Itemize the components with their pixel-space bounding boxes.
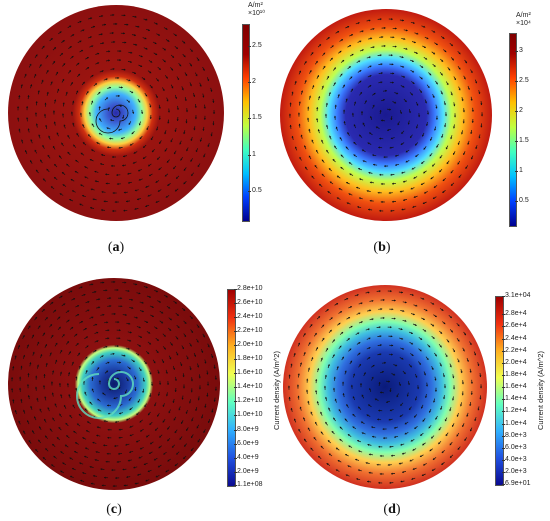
caption-c: (c) (106, 502, 122, 517)
colorbar-tick-mark (234, 401, 237, 403)
colorbar-tick-mark (502, 338, 505, 340)
colorbar-tick-label: 6.0e+3 (505, 443, 527, 451)
colorbar-tick-label: 6.0e+9 (237, 439, 259, 447)
colorbar-tick-mark (248, 118, 251, 120)
colorbar-tick-mark (515, 201, 518, 202)
colorbar-tick-mark (234, 331, 237, 333)
colorbar-tick-label: 2.5 (252, 41, 262, 49)
colorbar-tick-mark (502, 350, 505, 352)
colorbar-tick-mark (515, 141, 518, 142)
colorbar-tick-mark (248, 154, 251, 156)
colorbar-tick-label: 1.2e+4 (505, 407, 527, 415)
colorbar-tick-mark (234, 485, 237, 486)
colorbar-tick-mark (234, 373, 237, 375)
colorbar-tick-mark (515, 111, 518, 112)
colorbar-tick-label: 2.0e+4 (505, 358, 527, 366)
caption-a: (a) (107, 240, 125, 255)
current-density-disk-c (8, 278, 220, 490)
colorbar-unit-b: A/m² ×10⁴ (516, 12, 531, 27)
colorbar-gradient-b (509, 33, 517, 227)
colorbar-tick-mark (502, 314, 505, 316)
colorbar-gradient-d (495, 296, 504, 486)
colorbar-tick-mark (502, 387, 505, 389)
current-density-disk-b (280, 9, 492, 221)
colorbar-gradient-a (242, 24, 250, 222)
colorbar-tick-label: 1 (252, 150, 256, 158)
colorbar-tick-label: 2 (519, 107, 523, 114)
colorbar-tick-mark (234, 387, 237, 389)
colorbar-tick-mark (515, 81, 518, 82)
colorbar-tick-label: 2.8e+10 (237, 285, 263, 292)
colorbar-tick-mark (502, 447, 505, 449)
colorbar-tick-mark (502, 362, 505, 364)
colorbar-tick-label: 1.0e+10 (237, 411, 263, 419)
colorbar-tick-label: 2.2e+4 (505, 346, 527, 354)
colorbar-tick-label: 1.6e+4 (505, 383, 527, 391)
colorbar-tick-label: 4.0e+3 (505, 456, 527, 464)
colorbar-tick-mark (502, 435, 505, 437)
colorbar-tick-label: 1.0e+4 (505, 419, 527, 427)
colorbar-tick-label: 2.0e+9 (237, 467, 259, 475)
colorbar-tick-mark (234, 471, 237, 473)
colorbar-tick-label: 2.8e+4 (505, 310, 527, 318)
colorbar-tick-mark (515, 171, 518, 172)
colorbar-tick-label: 2.6e+10 (237, 299, 263, 307)
colorbar-tick-label: 1.5 (519, 137, 529, 144)
colorbar-tick-label: 2.0e+3 (505, 468, 527, 476)
colorbar-tick-label: 1.8e+4 (505, 371, 527, 378)
colorbar-tick-mark (248, 45, 251, 47)
colorbar-tick-mark (515, 51, 518, 52)
colorbar-tick-label: 8.0e+3 (505, 431, 527, 439)
colorbar-tick-mark (502, 411, 505, 413)
colorbar-tick-label: 2.2e+10 (237, 327, 263, 335)
colorbar-tick-mark (502, 423, 505, 425)
colorbar-tick-mark (234, 457, 237, 459)
colorbar-tick-mark (502, 472, 505, 474)
colorbar-tick-label: 2.5 (519, 77, 529, 84)
colorbar-tick-mark (502, 399, 505, 401)
colorbar-tick-label: 1.6e+10 (237, 369, 263, 377)
colorbar-tick-label: 1.8e+10 (237, 355, 263, 363)
current-density-disk-a (8, 5, 224, 221)
colorbar-tick-label: 6.9e+01 (505, 480, 531, 487)
colorbar-tick-label: 4.0e+9 (237, 453, 259, 461)
colorbar-tick-mark (502, 484, 505, 485)
colorbar-tick-label: 2.4e+10 (237, 313, 263, 321)
colorbar-tick-label: 1.5 (252, 114, 262, 122)
colorbar-tick-mark (502, 460, 505, 462)
colorbar-tick-mark (234, 443, 237, 445)
colorbar-tick-label: 0.5 (519, 197, 529, 204)
colorbar-tick-label: 2.6e+4 (505, 322, 527, 330)
colorbar-tick-label: 1.4e+10 (237, 383, 263, 391)
colorbar-tick-mark (502, 296, 505, 297)
current-density-disk-d (283, 285, 487, 489)
colorbar-tick-label: 1.1e+08 (237, 481, 263, 488)
colorbar-unit-a: A/m² ×10¹⁰ (248, 2, 266, 17)
colorbar-tick-mark (502, 375, 505, 376)
caption-b: (b) (373, 240, 391, 255)
caption-d: (d) (383, 502, 401, 517)
colorbar-tick-label: 8.0e+9 (237, 425, 259, 433)
colorbar-tick-label: 3 (519, 47, 523, 54)
colorbar-tick-mark (234, 317, 237, 319)
colorbar-tick-mark (234, 303, 237, 305)
colorbar-tick-mark (248, 82, 251, 84)
colorbar-tick-label: 0.5 (252, 186, 262, 194)
colorbar-title-c: Current density (A/m^2) (272, 351, 281, 430)
colorbar-tick-mark (502, 326, 505, 328)
colorbar-tick-mark (234, 415, 237, 417)
colorbar-tick-label: 2 (252, 78, 256, 86)
colorbar-tick-mark (234, 345, 237, 347)
colorbar-tick-mark (234, 359, 237, 361)
colorbar-tick-label: 3.1e+04 (505, 292, 531, 299)
colorbar-tick-label: 1.2e+10 (237, 397, 263, 405)
colorbar-tick-label: 2.4e+4 (505, 334, 527, 342)
colorbar-tick-mark (248, 190, 251, 192)
colorbar-tick-mark (234, 289, 237, 290)
colorbar-tick-mark (234, 429, 237, 431)
colorbar-title-d: Current density (A/m^2) (536, 351, 545, 430)
colorbar-tick-label: 2.0e+10 (237, 341, 263, 349)
colorbar-tick-label: 1 (519, 167, 523, 174)
colorbar-tick-label: 1.4e+4 (505, 395, 527, 403)
